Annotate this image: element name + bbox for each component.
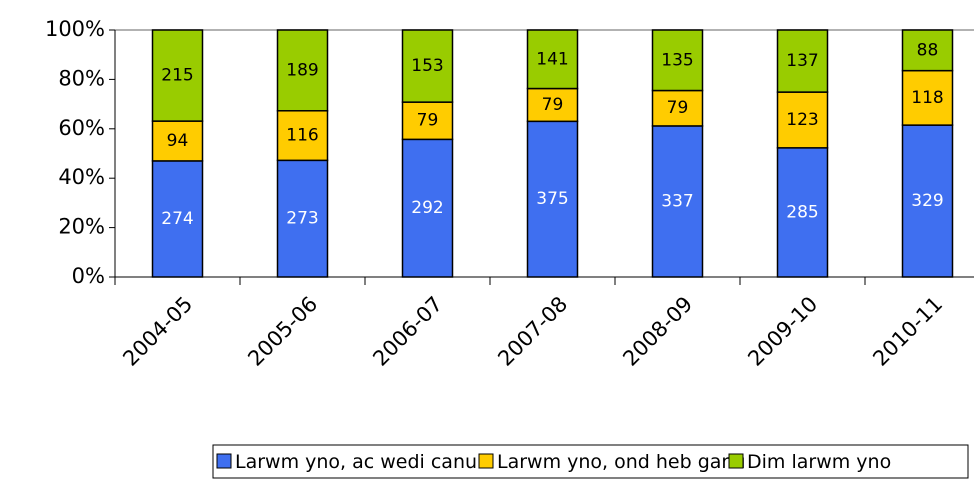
data-label: 88 — [917, 40, 939, 60]
data-label: 375 — [536, 189, 568, 209]
x-tick-label: 2005-06 — [243, 292, 322, 371]
data-label: 116 — [286, 126, 318, 146]
data-label: 189 — [286, 60, 318, 80]
x-tick-label: 2009-10 — [743, 292, 822, 371]
bar-segment — [776, 29, 829, 93]
y-tick-label: 0% — [72, 264, 105, 288]
data-label: 79 — [417, 111, 439, 131]
bar-segment — [276, 29, 329, 112]
y-tick-label: 60% — [58, 116, 105, 140]
data-label: 94 — [167, 131, 189, 151]
data-label: 153 — [411, 56, 443, 76]
bar-segment — [526, 87, 579, 123]
data-label: 79 — [542, 95, 564, 115]
bar-segment — [526, 120, 579, 278]
legend-label: Larwm yno, ac wedi canu — [235, 451, 477, 473]
bar-segment — [776, 147, 829, 278]
data-label: 285 — [786, 202, 818, 222]
x-tick-label: 2008-09 — [618, 292, 697, 371]
bar-segment — [151, 120, 204, 162]
x-tick-label: 2004-05 — [118, 292, 197, 371]
data-label: 118 — [911, 88, 943, 108]
data-label: 292 — [411, 198, 443, 218]
bar-segment — [651, 89, 704, 127]
data-label: 337 — [661, 191, 693, 211]
x-tick-label: 2006-07 — [368, 292, 447, 371]
bar-segment — [526, 29, 579, 90]
y-tick-label: 100% — [45, 17, 105, 41]
bar-segment — [776, 91, 829, 149]
legend-swatch — [216, 453, 232, 469]
bar-segment — [151, 160, 204, 278]
data-label: 329 — [911, 191, 943, 211]
legend-label: Dim larwm yno — [747, 451, 891, 473]
bar-segment — [651, 125, 704, 278]
data-label: 274 — [161, 209, 193, 229]
data-label: 79 — [667, 98, 689, 118]
bar-segment — [276, 110, 329, 162]
legend-swatch — [478, 453, 494, 469]
data-label: 215 — [161, 66, 193, 86]
bar-segment — [401, 29, 454, 103]
legend-swatch — [728, 453, 744, 469]
y-tick-label: 80% — [58, 66, 105, 90]
data-label: 123 — [786, 110, 818, 130]
data-label: 141 — [536, 49, 568, 69]
bar-segment — [901, 29, 954, 72]
y-tick-label: 40% — [58, 165, 105, 189]
legend-box — [212, 444, 969, 479]
legend-label: Larwm yno, ond heb ganu — [497, 451, 746, 473]
x-tick-label: 2007-08 — [493, 292, 572, 371]
bar-segment — [651, 29, 704, 92]
data-label: 135 — [661, 50, 693, 70]
x-tick-label: 2010-11 — [868, 292, 947, 371]
bar-segment — [901, 69, 954, 126]
y-tick-label: 20% — [58, 215, 105, 239]
bar-segment — [901, 124, 954, 278]
bar-segment — [276, 159, 329, 278]
data-label: 273 — [286, 209, 318, 229]
bar-segment — [151, 29, 204, 122]
data-label: 137 — [786, 51, 818, 71]
